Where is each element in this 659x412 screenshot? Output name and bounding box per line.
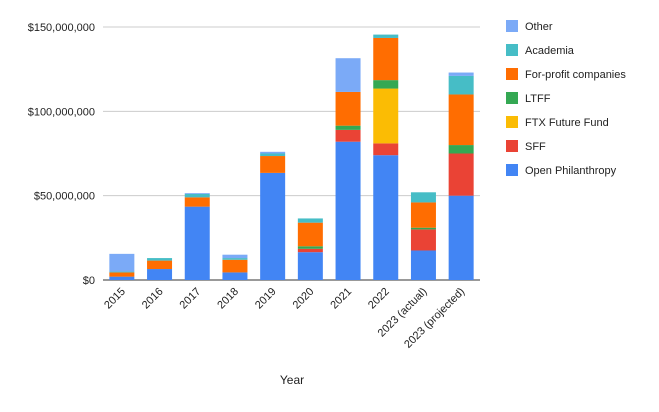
x-tick-label: 2019 [253,286,279,312]
bar-segment [260,153,286,157]
bar-segment [448,72,474,76]
bars [109,34,474,280]
bar-segment [260,172,286,280]
bar-segment [147,258,173,261]
legend-swatch [506,68,518,80]
legend-swatch [506,44,518,56]
bar-segment [448,195,474,280]
bar-segment [260,156,286,173]
x-tick-label: 2020 [291,286,317,312]
bar-segment [410,229,436,251]
legend-label: Other [525,21,553,33]
bar-segment [448,75,474,95]
x-tick-label: 2017 [178,286,204,312]
bar-segment [410,202,436,228]
x-tick-label: 2022 [366,286,392,312]
legend-swatch [506,92,518,104]
bar-segment [297,246,323,249]
bar-segment [297,218,323,223]
bar-segment [184,193,210,198]
bar-segment [335,91,361,126]
x-tick-label: 2016 [140,286,166,312]
bar-segment [222,272,248,280]
y-tick-label: $100,000,000 [28,106,95,118]
bar-segment [448,153,474,196]
x-tick-label: 2015 [102,286,128,312]
bar-segment [147,260,173,270]
x-tick-label: 2021 [328,286,354,312]
y-tick-label: $0 [83,275,95,287]
legend-swatch [506,20,518,32]
bar-segment [448,94,474,146]
bar-segment [297,222,323,247]
legend-swatch [506,116,518,128]
bar-segment [222,258,248,260]
bar-segment [373,80,399,89]
legend-label: For-profit companies [525,69,626,81]
legend-swatch [506,164,518,176]
bar-segment [109,271,135,273]
bar-segment [410,192,436,203]
bar-segment [335,125,361,130]
bar-segment [410,250,436,280]
bar-segment [109,276,135,280]
bar-segment [448,145,474,154]
bar-segment [373,34,399,38]
bar-segment [147,269,173,280]
bar-segment [373,88,399,144]
bar-segment [222,254,248,259]
legend-label: LTFF [525,93,551,105]
legend-label: FTX Future Fund [525,117,609,129]
legend-label: Open Philanthropy [525,165,617,177]
bar-segment [373,155,399,280]
bar-segment [297,248,323,253]
bar-segment [109,272,135,277]
bar-segment [297,252,323,280]
legend-label: SFF [525,141,546,153]
bar-segment [222,259,248,273]
legend-swatch [506,140,518,152]
bar-segment [335,58,361,92]
x-axis-title: Year [280,373,304,387]
bar-segment [335,141,361,280]
y-tick-label: $150,000,000 [28,22,95,34]
bar-segment [109,253,135,272]
bar-segment [184,197,210,207]
bar-segment [373,37,399,81]
legend: Other Academia For-profit companies LTFF FTX… [506,20,626,177]
legend-label: Academia [525,45,575,57]
bar-segment [184,206,210,280]
y-tick-label: $50,000,000 [34,191,95,203]
bar-segment [184,193,210,194]
x-tick-label: 2018 [215,286,241,312]
bar-segment [335,129,361,142]
y-axis: $0 $50,000,000 $100,000,000 $150,000,000 [28,22,95,287]
bar-segment [260,151,286,154]
bar-segment [373,143,399,156]
bar-segment [410,227,436,230]
